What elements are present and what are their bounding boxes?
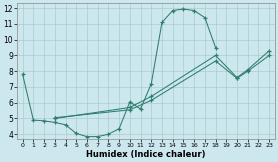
X-axis label: Humidex (Indice chaleur): Humidex (Indice chaleur) — [86, 150, 206, 159]
